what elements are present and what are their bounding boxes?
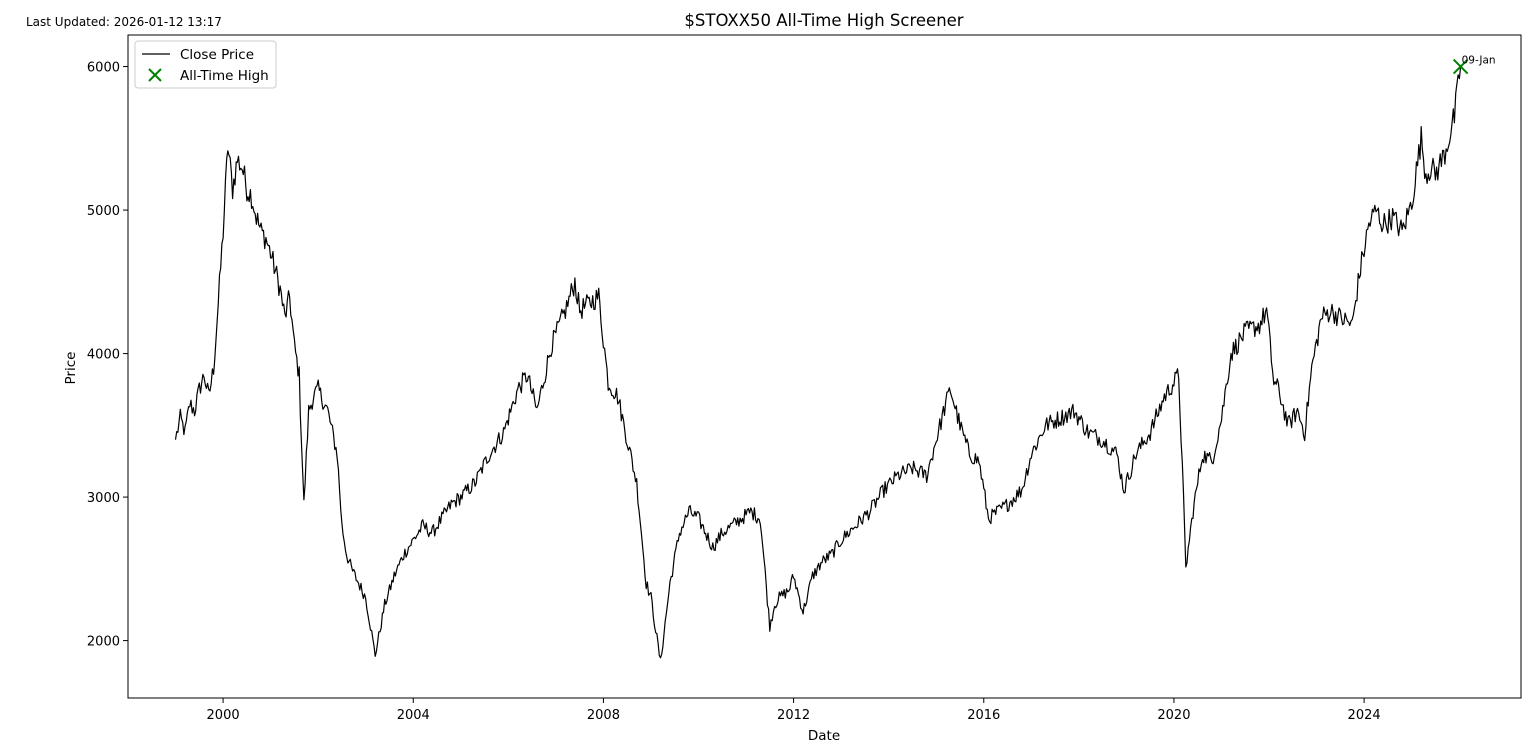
x-tick-label: 2020 bbox=[1157, 708, 1190, 723]
x-tick-label: 2024 bbox=[1348, 708, 1381, 723]
y-tick-label: 6000 bbox=[87, 61, 120, 76]
plot-area: 09-Jan bbox=[127, 34, 1522, 699]
chart-title: $STOXX50 All-Time High Screener bbox=[684, 11, 963, 30]
y-tick-label: 4000 bbox=[87, 348, 120, 363]
y-tick-label: 3000 bbox=[87, 491, 120, 506]
legend-x-marker-icon bbox=[148, 68, 162, 82]
close-price-line bbox=[174, 66, 1462, 659]
legend-box bbox=[134, 40, 277, 89]
last-updated-text: Last Updated: 2026-01-12 13:17 bbox=[26, 15, 222, 29]
legend: Close Price All-Time High bbox=[134, 40, 277, 89]
y-tick-label: 5000 bbox=[87, 204, 120, 219]
plot-frame bbox=[127, 34, 1522, 699]
y-axis: 2000 3000 4000 5000 6000 bbox=[87, 61, 128, 650]
x-tick-label: 2004 bbox=[397, 708, 430, 723]
x-tick-label: 2016 bbox=[967, 708, 1000, 723]
x-tick-label: 2012 bbox=[777, 708, 810, 723]
all-time-high-date-label: 09-Jan bbox=[1462, 55, 1496, 67]
x-tick-label: 2008 bbox=[587, 708, 620, 723]
x-tick-label: 2000 bbox=[207, 708, 240, 723]
y-axis-label: Price bbox=[63, 352, 79, 385]
y-tick-label: 2000 bbox=[87, 635, 120, 650]
legend-all-time-high: All-Time High bbox=[180, 68, 269, 84]
x-axis-label: Date bbox=[808, 728, 840, 744]
legend-close-price: Close Price bbox=[180, 47, 254, 63]
x-axis: 2000 2004 2008 2012 2016 2020 2024 bbox=[207, 698, 1381, 723]
all-time-high-marker bbox=[1452, 58, 1469, 75]
